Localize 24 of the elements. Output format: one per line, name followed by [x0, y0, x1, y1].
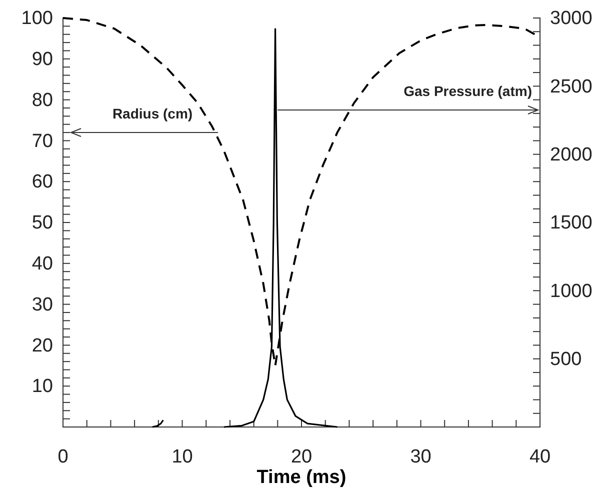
y-tick-label: 100 — [21, 8, 53, 30]
y-tick-label: 20 — [32, 335, 53, 356]
y-tick-label: 10 — [32, 376, 53, 398]
y-tick-label: 40 — [32, 253, 53, 274]
y-tick-label: 90 — [32, 48, 53, 70]
y-tick-label: 30 — [32, 294, 53, 316]
x-tick-label: 30 — [410, 446, 432, 468]
x-tick-label: 40 — [529, 446, 551, 468]
annotation: Radius (cm) — [112, 106, 193, 122]
y-tick-label: 60 — [32, 172, 53, 193]
y2-tick-label: 1500 — [550, 212, 592, 234]
x-tick-label: 0 — [58, 446, 68, 468]
y2-tick-label: 2500 — [550, 76, 592, 98]
annotation: Gas Pressure (atm) — [404, 83, 532, 100]
x-tick-label: 10 — [172, 446, 193, 468]
y-tick-label: 70 — [32, 130, 53, 152]
y2-tick-label: 1000 — [550, 280, 592, 302]
x-tick-label: 20 — [290, 446, 312, 468]
x-axis-title: Time (ms) — [256, 467, 346, 488]
y-tick-label: 80 — [32, 90, 53, 111]
y2-tick-label: 3000 — [550, 8, 592, 30]
y-tick-label: 50 — [32, 212, 53, 234]
y2-tick-label: 2000 — [550, 144, 592, 166]
y2-tick-label: 500 — [550, 348, 582, 370]
